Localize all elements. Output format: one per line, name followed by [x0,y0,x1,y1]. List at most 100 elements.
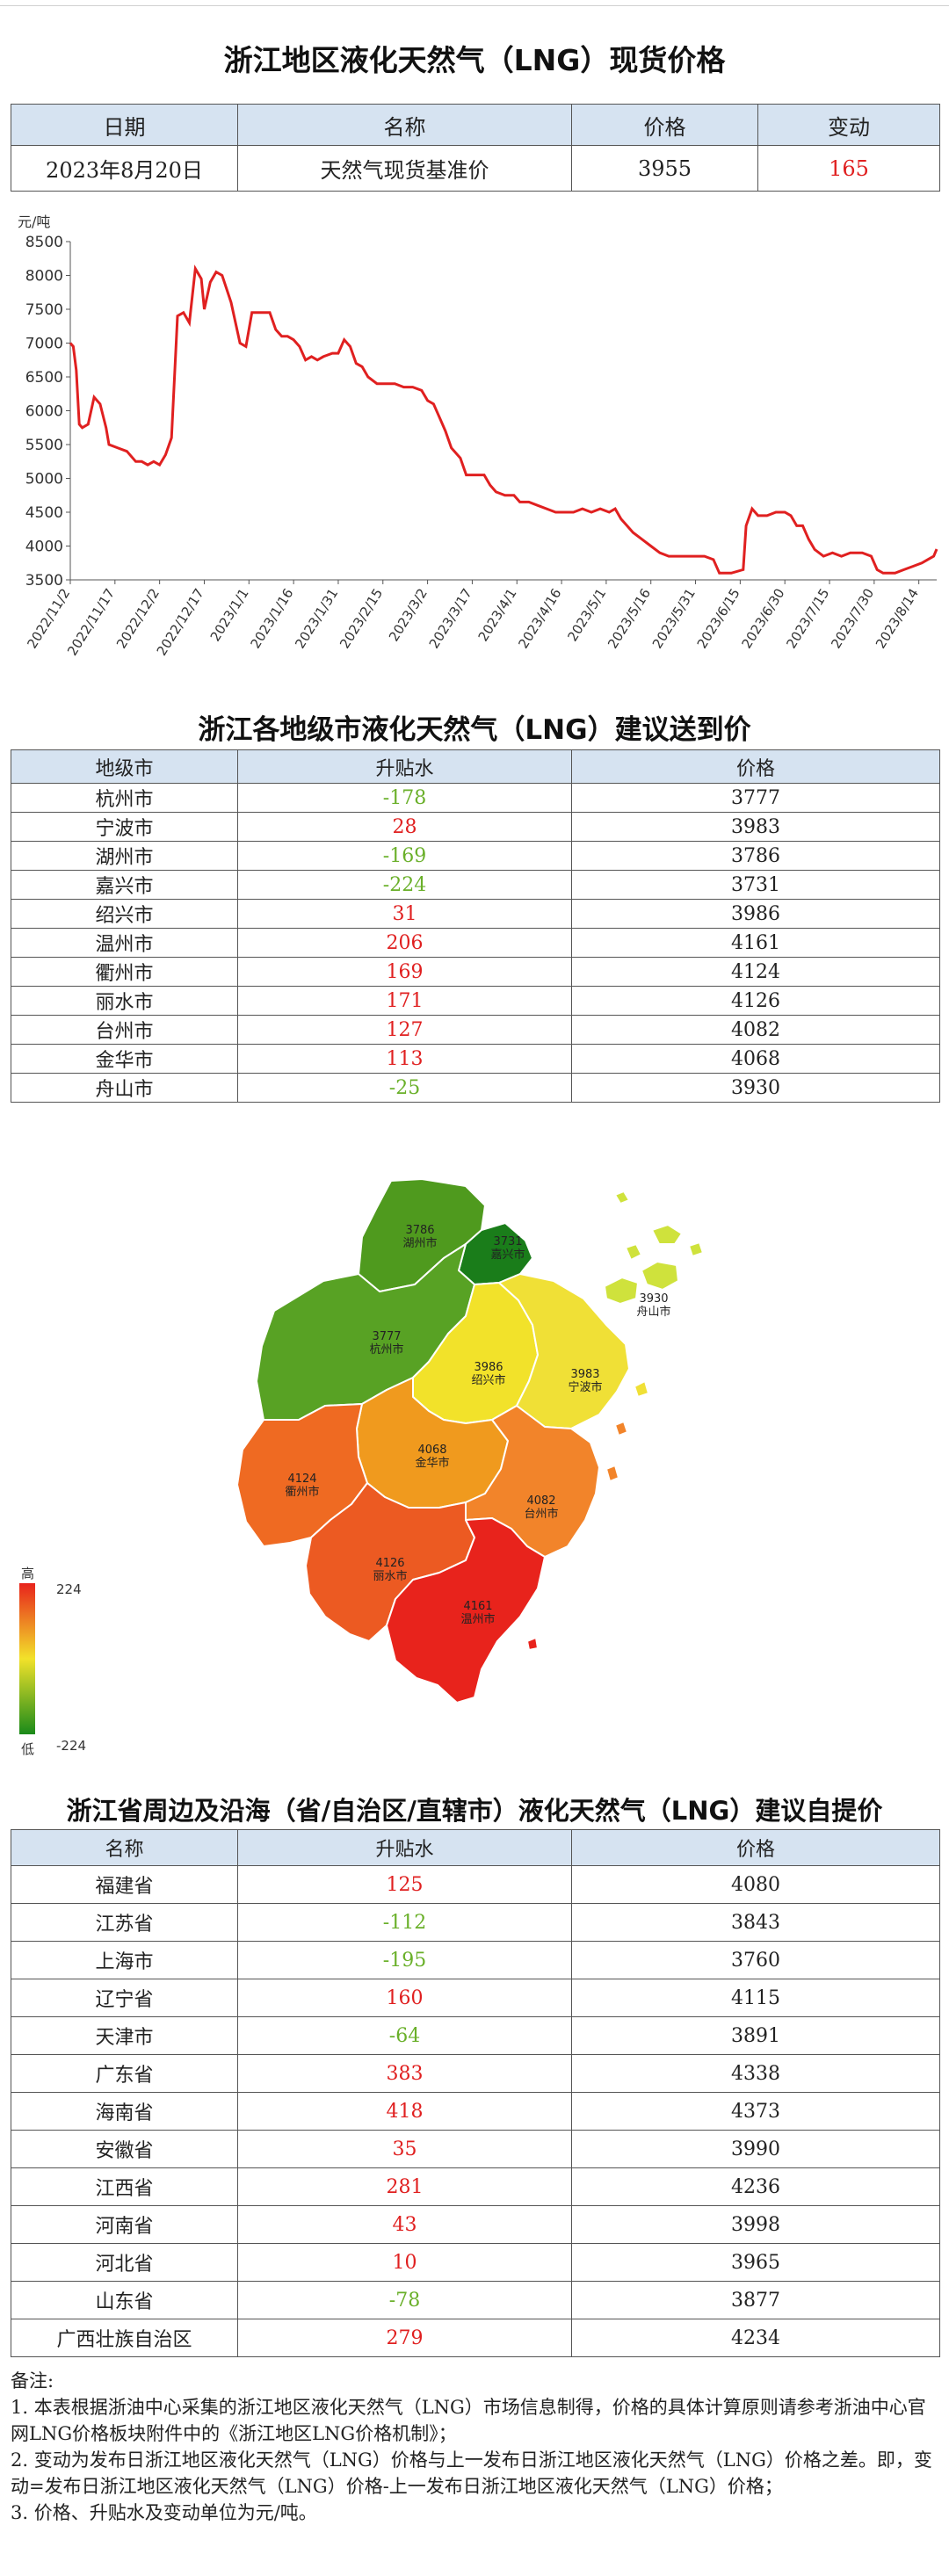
map-label-name: 湖州市 [402,1236,437,1250]
table-row: 广西壮族自治区 279 4234 [11,2319,940,2357]
map-label-name: 杭州市 [369,1342,403,1357]
map-label-price: 3930 [639,1292,668,1306]
table-row: 杭州市 -178 3777 [11,783,940,813]
map-label-price: 4082 [526,1494,555,1508]
city-price: 3786 [571,841,940,871]
zhejiang-price-map: 3786 湖州市 3731 嘉兴市 3930 舟山市 3777 杭州市 3986… [19,1178,704,1757]
city-name: 台州市 [11,1015,238,1045]
price-line-chart: 元/吨 3500 4000 4500 5000 5500 6000 6500 7000 7500… [18,213,938,658]
city-diff: 171 [237,986,572,1016]
map-color-legend: 高 224 -224 低 [19,1566,86,1757]
city-diff: 31 [237,899,572,929]
province-diff: 281 [237,2167,572,2206]
province-price: 4373 [571,2092,940,2131]
city-price: 4068 [571,1044,940,1074]
map-label-name: 嘉兴市 [490,1248,525,1262]
city-diff: -224 [237,870,572,900]
map-label-price: 4161 [463,1600,492,1613]
city-name: 嘉兴市 [11,870,238,900]
province-name: 河北省 [11,2243,238,2282]
y-tick-label: 4500 [25,504,63,522]
province-diff: 10 [237,2243,572,2282]
map-label-name: 丽水市 [373,1569,407,1583]
x-tick-label: 2023/2/15 [337,586,386,652]
map-label-price: 3786 [405,1224,434,1237]
city-name: 衢州市 [11,957,238,987]
y-tick-label: 4000 [25,539,63,556]
province-price: 3891 [571,2016,940,2055]
spot-header-row: 日期 名称 价格 变动 [11,104,940,146]
legend-low-label: 低 [21,1741,34,1757]
x-tick-label: 2023/3/17 [426,586,475,652]
y-tick-label: 8500 [25,234,63,251]
province-diff: -78 [237,2281,572,2319]
note-item: 1. 本表根据浙油中心采集的浙江地区液化天然气（LNG）市场信息制得，价格的具体… [11,2397,926,2444]
province-name: 安徽省 [11,2130,238,2168]
x-tick-label: 2023/5/31 [649,586,699,652]
map-label-name: 宁波市 [568,1380,602,1394]
provinces-header-name: 名称 [11,1829,238,1866]
cities-header-city: 地级市 [11,749,238,784]
cities-table: 地级市 升贴水 价格 杭州市 -178 3777 宁波市 28 3983 湖州市 -169… [11,749,940,1103]
city-price: 4124 [571,957,940,987]
province-diff: -195 [237,1941,572,1979]
city-diff: 113 [237,1044,572,1074]
table-row: 江西省 281 4236 [11,2167,940,2206]
spot-date: 2023年8月20日 [11,145,238,192]
table-row: 绍兴市 31 3986 [11,899,940,929]
city-price: 4082 [571,1015,940,1045]
city-diff: -25 [237,1073,572,1103]
province-name: 广东省 [11,2054,238,2093]
spot-name: 天然气现货基准价 [237,145,572,192]
city-diff: 127 [237,1015,572,1045]
provinces-header-row: 名称 升贴水 价格 [11,1829,940,1866]
province-diff: 160 [237,1979,572,2017]
provinces-header-diff: 升贴水 [237,1829,572,1866]
y-tick-label: 3500 [25,572,63,590]
table-row: 河南省 43 3998 [11,2205,940,2244]
provinces-table: 名称 升贴水 价格 福建省 125 4080 江苏省 -112 3843 上海市 -195… [11,1829,940,2357]
y-tick-label: 8000 [25,268,63,286]
province-diff: 125 [237,1865,572,1904]
legend-max-value: 224 [56,1581,82,1597]
province-name: 广西壮族自治区 [11,2319,238,2357]
map-region-ningbo [498,1273,630,1429]
x-tick-label: 2023/5/1 [564,586,609,645]
spot-header-date: 日期 [11,104,238,146]
city-diff: 169 [237,957,572,987]
map-label-name: 绍兴市 [471,1373,505,1387]
city-name: 绍兴市 [11,899,238,929]
table-row: 广东省 383 4338 [11,2054,940,2093]
province-price: 3965 [571,2243,940,2282]
province-name: 江苏省 [11,1903,238,1942]
provinces-header-price: 价格 [571,1829,940,1866]
province-price: 4338 [571,2054,940,2093]
cities-title: 浙江各地级市液化天然气（LNG）建议送到价 [198,714,751,746]
map-label-price: 3986 [474,1361,503,1374]
map-island-taizhou [605,1465,619,1482]
x-tick-label: 2023/7/15 [783,586,832,652]
x-tick-label: 2023/1/16 [247,586,296,652]
province-price: 3760 [571,1941,940,1979]
table-row: 辽宁省 160 4115 [11,1979,940,2017]
province-diff: 383 [237,2054,572,2093]
map-label-name: 金华市 [415,1456,449,1470]
map-label-price: 3731 [493,1235,522,1248]
x-tick-label: 2023/8/14 [873,586,922,652]
spot-header-name: 名称 [237,104,572,146]
spot-price: 3955 [571,145,758,192]
table-row: 金华市 113 4068 [11,1044,940,1074]
city-name: 杭州市 [11,783,238,813]
map-island-wenzhou [526,1637,539,1651]
province-diff: 43 [237,2205,572,2244]
table-row: 宁波市 28 3983 [11,812,940,842]
map-label-name: 衢州市 [285,1485,319,1499]
x-tick-label: 2023/7/30 [828,586,877,652]
city-price: 4126 [571,986,940,1016]
map-label-name: 台州市 [524,1507,558,1521]
x-tick-label: 2022/11/2 [24,586,73,652]
notes-section: 备注: 1. 本表根据浙油中心采集的浙江地区液化天然气（LNG）市场信息制得，价… [11,2368,938,2526]
city-price: 3986 [571,899,940,929]
cities-header-price: 价格 [571,749,940,784]
province-diff: -112 [237,1903,572,1942]
